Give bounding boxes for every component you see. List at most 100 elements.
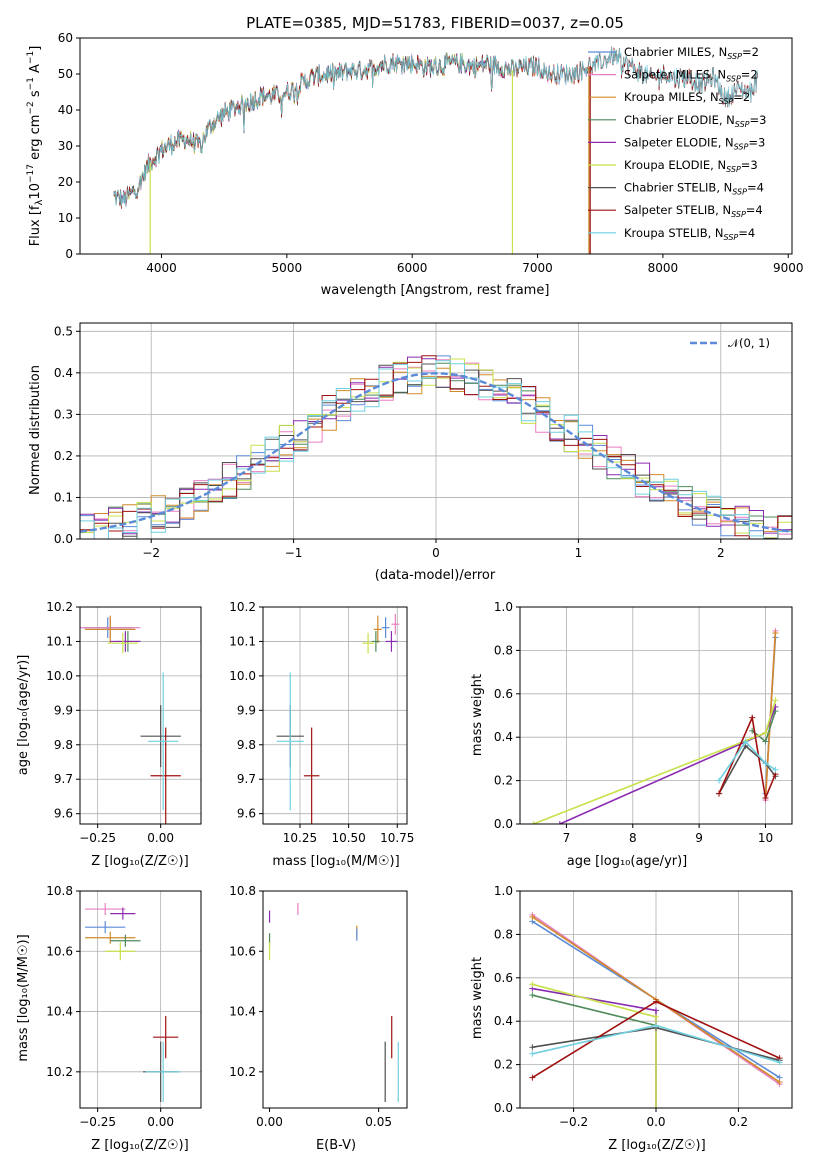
- y-tick-label: 1.0: [494, 600, 513, 614]
- residual-xlabel: (data-model)/error: [375, 568, 496, 583]
- plot-area: [268, 903, 399, 1102]
- y-tick-label: 0.4: [494, 1014, 513, 1028]
- x-tick-label: 0: [432, 546, 440, 560]
- age-vs-z-panel: Z [log₁₀(Z/Z☉)] age [log₁₀(age/yr)] −0.2…: [16, 600, 202, 869]
- y-tick-label: 10.4: [46, 1005, 73, 1019]
- x-tick-label: 10.25: [283, 831, 317, 845]
- y-tick-label: 50: [58, 67, 73, 81]
- y-tick-label: 10.8: [46, 884, 73, 898]
- weight-marker-kroupa_stelib: [772, 766, 779, 773]
- age-mass-xlabel: mass [log₁₀(M/M☉)]: [272, 854, 399, 869]
- histogram-salpeter_stelib: [80, 355, 792, 539]
- axes-frame: [519, 606, 793, 825]
- mass-ebv-xlabel: E(B-V): [316, 1138, 356, 1153]
- normal-curve: [80, 372, 792, 533]
- plot-area: [529, 911, 783, 1108]
- y-tick-label: 1.0: [494, 884, 513, 898]
- x-tick-label: 9: [695, 831, 703, 845]
- y-tick-label: 0.0: [494, 817, 513, 831]
- y-tick-label: 10.1: [46, 634, 73, 648]
- histogram-chabrier_elodie: [80, 362, 792, 539]
- x-tick-label: −1: [285, 546, 303, 560]
- axes-frame: [79, 606, 202, 825]
- massweight-vs-age-panel: age [log₁₀(age/yr)] mass weight 7 8 9 10 0.0…: [470, 600, 793, 869]
- y-tick-label: 9.6: [54, 807, 73, 821]
- weight-marker-chabrier_stelib: [529, 1044, 536, 1051]
- y-tick-label: 0.2: [494, 1058, 513, 1072]
- y-tick-label: 0.6: [494, 687, 513, 701]
- x-tick-label: 10: [758, 831, 773, 845]
- mw-z-xlabel: Z [log₁₀(Z/Z☉)]: [608, 1138, 705, 1153]
- y-tick-label: 0.2: [494, 774, 513, 788]
- y-tick-label: 40: [58, 103, 73, 117]
- x-tick-label: 8000: [648, 261, 679, 275]
- y-tick-label: 0.4: [54, 366, 73, 380]
- spectrum-line-kroupa_stelib: [113, 46, 759, 207]
- weight-marker-kroupa_elodie: [529, 981, 536, 988]
- legend-label-salpeter_miles: Salpeter MILES, NSSP=2: [624, 68, 758, 84]
- x-tick-label: 0.05: [365, 1115, 392, 1129]
- legend-label-kroupa_elodie: Kroupa ELODIE, NSSP=3: [624, 158, 758, 174]
- y-tick-label: 10.0: [46, 669, 73, 683]
- x-tick-label: 0.00: [256, 1115, 283, 1129]
- weight-marker-kroupa_elodie: [653, 1105, 659, 1108]
- weight-marker-salpeter_stelib: [749, 714, 756, 721]
- y-tick-label: 10.1: [229, 634, 256, 648]
- x-tick-label: 7000: [522, 261, 553, 275]
- y-tick-label: 9.6: [237, 807, 256, 821]
- y-tick-label: 9.7: [237, 772, 256, 786]
- legend-label-kroupa_stelib: Kroupa STELIB, NSSP=4: [624, 226, 755, 242]
- y-tick-label: 10.8: [229, 884, 256, 898]
- mass-z-ylabel: mass [log₁₀(M/M☉)]: [16, 934, 31, 1061]
- x-tick-label: 10.75: [380, 831, 414, 845]
- spectrum-ylabel: Flux [fλ10−17 erg cm−2 s−1 A−1]: [26, 46, 45, 247]
- residual-panel: (data-model)/error Normed distribution −…: [28, 322, 793, 583]
- plot-area: [80, 355, 792, 539]
- legend-label-chabrier_stelib: Chabrier STELIB, NSSP=4: [624, 181, 764, 197]
- residual-ylabel: Normed distribution: [28, 365, 43, 495]
- y-tick-label: 9.9: [237, 703, 256, 717]
- weight-marker-kroupa_elodie: [530, 821, 537, 824]
- weight-line-chabrier_stelib: [718, 744, 777, 794]
- x-tick-label: 10.50: [331, 831, 365, 845]
- x-tick-label: 0.2: [729, 1115, 748, 1129]
- x-tick-label: −0.2: [559, 1115, 588, 1129]
- y-tick-label: 10.0: [229, 669, 256, 683]
- y-tick-label: 0.0: [54, 532, 73, 546]
- y-tick-label: 9.9: [54, 703, 73, 717]
- weight-marker-kroupa_stelib: [762, 760, 769, 767]
- mw-age-ylabel: mass weight: [470, 674, 485, 756]
- histogram-kroupa_stelib: [80, 360, 792, 539]
- x-tick-label: 2: [717, 546, 725, 560]
- y-tick-label: 0.5: [54, 324, 73, 338]
- axes-frame: [262, 606, 408, 825]
- plot-area: [85, 903, 181, 1102]
- weight-marker-kroupa_stelib: [529, 1050, 536, 1057]
- legend-label-normal: 𝒩(0, 1): [728, 336, 770, 350]
- y-tick-label: 10.2: [229, 600, 256, 614]
- x-tick-label: 0.00: [147, 1115, 174, 1129]
- y-tick-label: 10.2: [229, 1065, 256, 1079]
- spectrum-title: PLATE=0385, MJD=51783, FIBERID=0037, z=0…: [246, 14, 624, 32]
- y-tick-label: 0.0: [494, 1101, 513, 1115]
- spectrum-panel: PLATE=0385, MJD=51783, FIBERID=0037, z=0…: [26, 14, 804, 298]
- weight-marker-kroupa_stelib: [776, 1059, 783, 1066]
- x-tick-label: 6000: [397, 261, 428, 275]
- y-tick-label: 10: [58, 211, 73, 225]
- mw-age-xlabel: age [log₁₀(age/yr)]: [567, 854, 688, 869]
- weight-marker-chabrier_elodie: [762, 738, 769, 745]
- weight-marker-kroupa_elodie: [653, 1013, 659, 1020]
- y-tick-label: 0: [65, 247, 73, 261]
- massweight-vs-z-panel: Z [log₁₀(Z/Z☉)] mass weight −0.2 0.0 0.2 0.…: [470, 884, 793, 1153]
- y-tick-label: 0.2: [54, 449, 73, 463]
- weight-marker-salpeter_stelib: [529, 1074, 536, 1081]
- y-tick-label: 0.3: [54, 407, 73, 421]
- y-tick-label: 30: [58, 139, 73, 153]
- weight-marker-kroupa_stelib: [742, 738, 749, 745]
- weight-line-kroupa_stelib: [718, 740, 776, 782]
- weight-marker-salpeter_elodie: [653, 1007, 659, 1014]
- legend-label-salpeter_stelib: Salpeter STELIB, NSSP=4: [624, 203, 763, 219]
- axes-frame: [519, 890, 793, 1109]
- weight-marker-salpeter_stelib: [653, 998, 659, 1005]
- y-tick-label: 10.6: [46, 944, 73, 958]
